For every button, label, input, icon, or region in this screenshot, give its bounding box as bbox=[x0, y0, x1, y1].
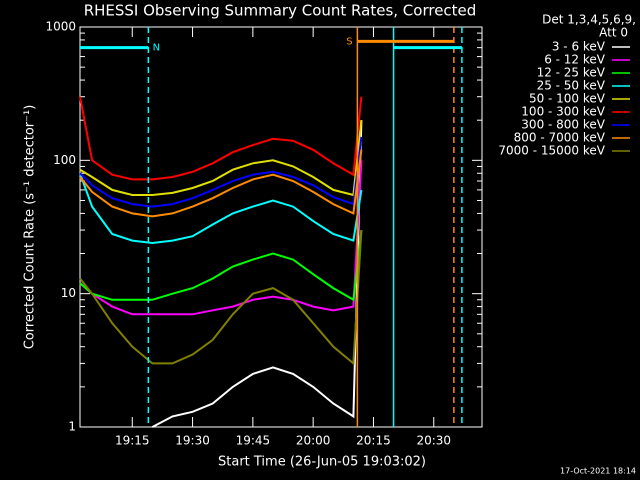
series-line bbox=[80, 173, 474, 243]
legend-label: 100 - 300 keV bbox=[521, 105, 605, 119]
y-axis-label: Corrected Count Rate (s⁻¹ detector⁻¹) bbox=[23, 105, 38, 350]
legend-label: 50 - 100 keV bbox=[529, 92, 606, 106]
x-tick-label: 19:30 bbox=[175, 434, 210, 448]
x-axis-label: Start Time (26-Jun-05 19:03:02) bbox=[218, 455, 426, 470]
flag-label: S bbox=[346, 36, 352, 47]
flag-label: N bbox=[153, 43, 160, 54]
legend-label: 25 - 50 keV bbox=[537, 79, 606, 93]
series-line bbox=[80, 190, 474, 300]
legend-label: 12 - 25 keV bbox=[537, 66, 606, 80]
legend-label: 800 - 7000 keV bbox=[514, 131, 606, 145]
legend-label: 6 - 12 keV bbox=[544, 53, 606, 67]
series-line bbox=[151, 120, 363, 428]
legend-label: 7000 - 15000 keV bbox=[498, 144, 605, 158]
x-tick-label: 20:15 bbox=[356, 434, 391, 448]
x-tick-label: 19:15 bbox=[115, 434, 150, 448]
y-tick-label: 1 bbox=[68, 420, 76, 434]
x-tick-label: 20:30 bbox=[416, 434, 451, 448]
series-line bbox=[80, 97, 474, 180]
y-tick-label: 100 bbox=[53, 153, 76, 167]
legend-header: Att 0 bbox=[599, 26, 628, 40]
legend-label: 300 - 800 keV bbox=[521, 118, 605, 132]
series-line bbox=[79, 160, 363, 316]
plot-frame bbox=[79, 26, 483, 428]
footer: 17-Oct-2021 18:14 bbox=[560, 467, 636, 476]
legend-header: Det 1,3,4,5,6,9, bbox=[542, 13, 636, 27]
series-line bbox=[79, 120, 363, 197]
y-tick-label: 10 bbox=[61, 286, 76, 300]
x-tick-label: 19:45 bbox=[236, 434, 271, 448]
y-tick-label: 1000 bbox=[45, 20, 76, 34]
series-line bbox=[79, 149, 363, 218]
legend-label: 3 - 6 keV bbox=[552, 40, 606, 54]
chart-title: RHESSI Observing Summary Count Rates, Co… bbox=[84, 2, 477, 20]
x-tick-label: 20:00 bbox=[296, 434, 331, 448]
